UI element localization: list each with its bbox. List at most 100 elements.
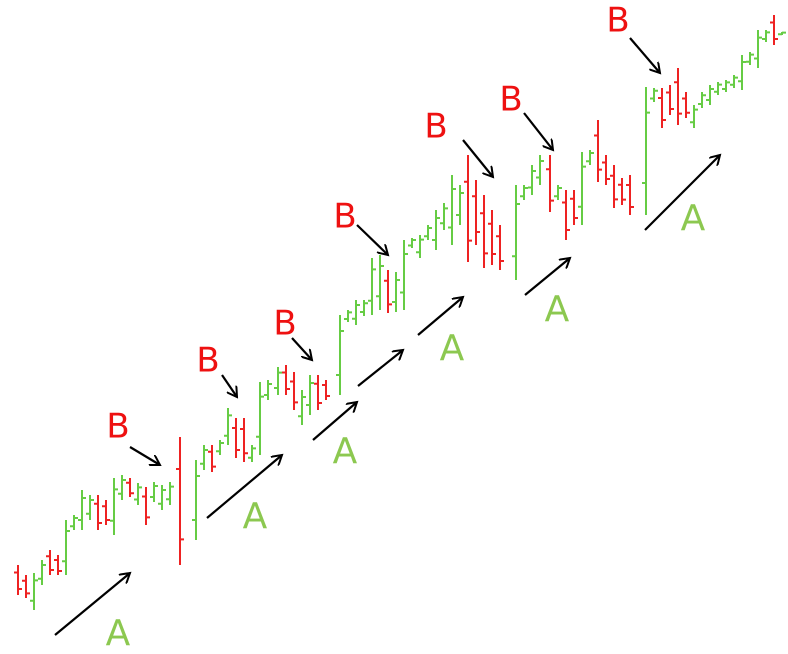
ohlc-bar: [322, 380, 330, 400]
ohlc-bar: [14, 565, 22, 595]
ohlc-bar: [456, 185, 464, 225]
ohlc-bar: [698, 92, 706, 108]
ohlc-bar: [730, 75, 738, 88]
ohlc-bar: [714, 82, 722, 95]
ohlc-bar: [762, 30, 770, 42]
arrow: [206, 455, 282, 519]
ohlc-bar: [352, 300, 360, 325]
ohlc-bar: [546, 155, 554, 212]
arrow: [221, 374, 237, 397]
arrow: [629, 37, 660, 73]
ohlc-bar: [618, 178, 626, 205]
ohlc-bar: [368, 258, 376, 315]
ohlc-bar: [424, 225, 432, 240]
ohlc-bar: [536, 155, 544, 185]
arrow: [312, 402, 357, 441]
ohlc-bar: [46, 550, 54, 575]
ohlc-bar: [626, 175, 634, 215]
ohlc-bar: [754, 30, 762, 68]
arrow: [291, 337, 312, 360]
ohlc-bar: [488, 210, 496, 265]
ohlc-bar: [642, 87, 650, 215]
ohlc-bar: [22, 575, 30, 598]
label-a: A: [545, 289, 570, 330]
ohlc-bar: [594, 120, 602, 182]
ohlc-bar: [562, 190, 570, 240]
ohlc-bar: [78, 490, 86, 530]
ohlc-bar: [512, 185, 520, 280]
ohlc-bar: [216, 440, 224, 455]
ohlc-bar: [472, 180, 480, 245]
arrow: [523, 112, 553, 150]
label-b: B: [196, 341, 219, 381]
ohlc-bar: [666, 85, 674, 115]
ohlc-bar: [650, 88, 658, 102]
ohlc-bar: [448, 175, 456, 245]
ohlc-bar: [30, 573, 38, 610]
ohlc-bar: [126, 478, 134, 497]
ohlc-bar: [570, 190, 578, 225]
label-b: B: [106, 407, 129, 447]
b-labels: B B B B B B B: [106, 1, 629, 447]
ohlc-bar: [578, 152, 586, 225]
ohlc-bar: [264, 380, 272, 400]
ohlc-bar: [738, 55, 746, 90]
ohlc-bar: [134, 483, 142, 505]
arrow: [54, 573, 130, 636]
ohlc-bar: [54, 555, 62, 575]
ohlc-bar: [496, 225, 504, 270]
ohlc-bar: [376, 255, 384, 310]
label-b: B: [424, 107, 447, 147]
label-a: A: [106, 613, 131, 654]
ohlc-bar: [94, 495, 102, 530]
ohlc-bar: [290, 372, 298, 410]
label-a: A: [333, 431, 358, 472]
ohlc-bar: [658, 88, 666, 128]
ohlc-bar: [274, 367, 282, 395]
ohlc-bar: [520, 185, 528, 200]
a-arrows: [54, 155, 720, 636]
ohlc-bar: [690, 105, 698, 128]
ohlc-bar: [336, 315, 344, 395]
ohlc-bar: [62, 520, 70, 575]
ohlc-bar: [770, 15, 778, 45]
arrow: [644, 155, 720, 231]
a-labels: A A A A A A: [106, 198, 706, 654]
ohlc-bar: [586, 150, 594, 165]
ohlc-bar: [192, 460, 200, 540]
ohlc-bar: [142, 487, 150, 525]
ohlc-bar: [416, 235, 424, 258]
ohlc-bar: [224, 408, 232, 445]
arrow: [524, 258, 570, 296]
ohlc-bar: [38, 560, 46, 585]
ohlc-bar: [232, 418, 240, 458]
ohlc-bar: [110, 478, 118, 535]
arrow: [129, 446, 160, 465]
ohlc-bar: [408, 238, 416, 248]
ohlc-bar: [432, 210, 440, 250]
ohlc-bar: [86, 495, 94, 520]
ohlc-bar: [240, 418, 248, 462]
ohlc-bar: [256, 382, 264, 455]
arrow: [357, 350, 403, 387]
ohlc-bar: [102, 500, 110, 525]
ohlc-bar: [344, 310, 352, 322]
ohlc-bar: [158, 485, 166, 510]
label-b: B: [333, 197, 356, 237]
ohlc-bar: [480, 195, 488, 268]
ohlc-bar: [778, 31, 786, 36]
ohlc-bar: [70, 515, 78, 530]
ohlc-bar: [400, 240, 408, 310]
ohlc-bar: [528, 165, 536, 195]
ohlc-bar: [746, 52, 754, 65]
ohlc-bar: [166, 482, 174, 505]
ohlc-bar: [282, 365, 290, 395]
ohlc-bar: [314, 375, 322, 410]
label-b: B: [499, 80, 522, 120]
ohlc-bar: [674, 68, 682, 125]
ohlc-bar: [610, 165, 618, 208]
ohlc-bar: [392, 272, 400, 312]
label-a: A: [440, 328, 465, 369]
ohlc-bar: [464, 155, 472, 262]
